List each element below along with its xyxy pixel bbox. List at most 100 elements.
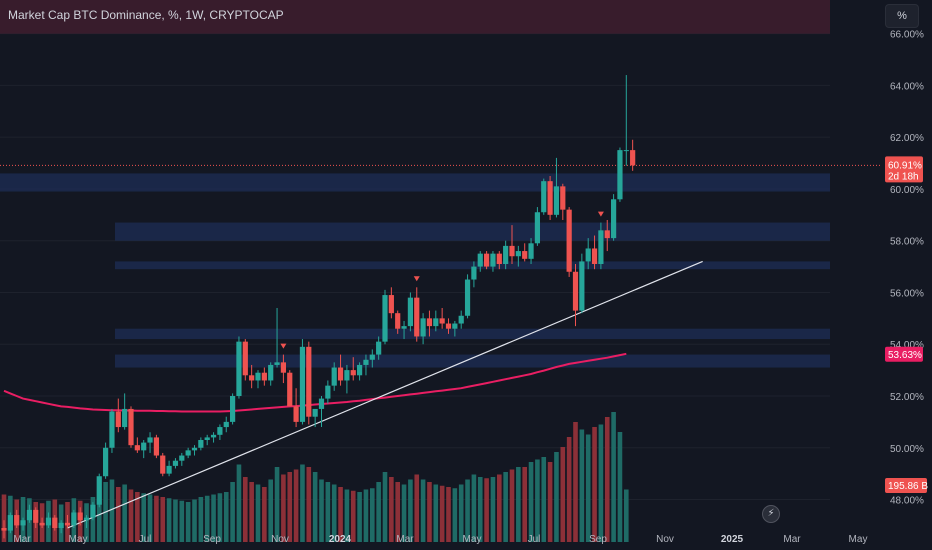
candle-body bbox=[71, 512, 77, 526]
x-tick-label: 2025 bbox=[721, 534, 744, 545]
candle-body bbox=[496, 253, 502, 264]
candle-body bbox=[503, 245, 509, 264]
trendline bbox=[67, 260, 703, 529]
candle-body bbox=[274, 362, 280, 365]
last-price-badge bbox=[885, 156, 923, 183]
volume-bar bbox=[370, 488, 375, 542]
candle-body bbox=[484, 253, 490, 267]
volume-bar bbox=[135, 492, 140, 542]
volume-bar bbox=[547, 462, 553, 542]
candle-body bbox=[172, 460, 179, 466]
candle-body bbox=[566, 209, 572, 272]
candle-body bbox=[217, 427, 223, 435]
volume-bar bbox=[484, 478, 489, 542]
volume-bar bbox=[357, 492, 362, 542]
candle-body bbox=[45, 517, 52, 526]
candle-body bbox=[115, 411, 121, 428]
candle-body bbox=[363, 359, 369, 365]
candle-body bbox=[268, 364, 274, 381]
candle-body bbox=[287, 372, 293, 407]
candle-body bbox=[223, 421, 229, 428]
candle-body bbox=[585, 248, 591, 262]
candle-body bbox=[401, 326, 407, 329]
candle-body bbox=[312, 408, 318, 417]
volume-bar bbox=[509, 469, 515, 542]
volume-bar bbox=[325, 482, 331, 542]
x-tick-label: Sep bbox=[589, 534, 607, 545]
volume-bar bbox=[516, 467, 521, 542]
candle-body bbox=[509, 245, 515, 257]
volume-bar bbox=[173, 499, 178, 542]
candle-body bbox=[337, 367, 344, 381]
candle-body bbox=[420, 318, 426, 337]
volume-bar bbox=[592, 427, 597, 542]
volume-bar bbox=[414, 474, 420, 542]
volume-bar bbox=[274, 467, 280, 542]
candle-body bbox=[471, 266, 477, 280]
candle-body bbox=[204, 437, 210, 440]
candle-body bbox=[153, 437, 159, 456]
volume-bar bbox=[109, 479, 115, 542]
volume-bar bbox=[116, 487, 121, 542]
volume-bar bbox=[376, 482, 381, 542]
y-tick-label: 56.00% bbox=[890, 288, 924, 299]
candle-body bbox=[611, 199, 617, 239]
volume-bar bbox=[204, 495, 210, 542]
volume-bar bbox=[433, 484, 439, 542]
candle-body bbox=[572, 271, 579, 311]
candle-countdown: 2d 18h bbox=[888, 171, 919, 182]
candle-body bbox=[388, 295, 394, 314]
candle-body bbox=[331, 367, 337, 386]
candle-body bbox=[490, 253, 496, 267]
candle-body bbox=[350, 370, 356, 376]
candle-body bbox=[122, 408, 128, 428]
volume-bar bbox=[128, 489, 134, 542]
candle-body bbox=[439, 318, 445, 324]
volume-bar bbox=[96, 489, 102, 542]
volume-bar bbox=[452, 488, 458, 542]
volume-bar bbox=[331, 484, 337, 542]
percent-scale-button[interactable]: % bbox=[885, 4, 919, 28]
volume-bar bbox=[522, 467, 527, 542]
candle-body bbox=[318, 398, 325, 409]
candle-body bbox=[598, 230, 604, 264]
down-arrow-marker bbox=[280, 343, 287, 349]
candle-body bbox=[515, 251, 521, 257]
candle-body bbox=[534, 212, 540, 244]
candle-body bbox=[528, 243, 534, 259]
candle-body bbox=[426, 318, 433, 327]
volume-bar bbox=[262, 487, 267, 542]
candle-body bbox=[191, 447, 198, 451]
ma-value-label: 53.63% bbox=[888, 350, 922, 361]
volume-bar bbox=[503, 472, 508, 542]
lightning-bolt-icon[interactable]: ⚡ bbox=[762, 505, 780, 523]
candle-body bbox=[445, 323, 452, 329]
volume-bar bbox=[458, 484, 464, 542]
candle-body bbox=[433, 318, 439, 327]
candle-body bbox=[452, 323, 458, 329]
volume-bar bbox=[389, 477, 394, 542]
y-tick-label: 64.00% bbox=[890, 81, 924, 92]
y-tick-label: 60.00% bbox=[890, 185, 924, 196]
volume-bar bbox=[281, 474, 286, 542]
candle-body bbox=[20, 520, 26, 526]
volume-bar bbox=[490, 477, 496, 542]
volume-bar bbox=[198, 497, 204, 542]
support-zone bbox=[115, 261, 830, 270]
candle-body bbox=[198, 440, 204, 448]
volume-bar bbox=[408, 479, 413, 542]
candle-body bbox=[52, 517, 58, 528]
volume-bar bbox=[611, 412, 616, 542]
down-arrow-marker bbox=[597, 211, 604, 217]
y-tick-label: 58.00% bbox=[890, 237, 924, 248]
candle-body bbox=[109, 411, 115, 448]
volume-bar bbox=[528, 462, 534, 542]
candle-body bbox=[541, 181, 547, 213]
x-tick-label: Mar bbox=[13, 534, 31, 545]
candle-body bbox=[293, 406, 299, 422]
y-tick-label: 54.00% bbox=[890, 340, 924, 351]
y-tick-label: 62.00% bbox=[890, 133, 924, 144]
volume-bar bbox=[420, 479, 426, 542]
x-tick-label: May bbox=[69, 534, 88, 545]
